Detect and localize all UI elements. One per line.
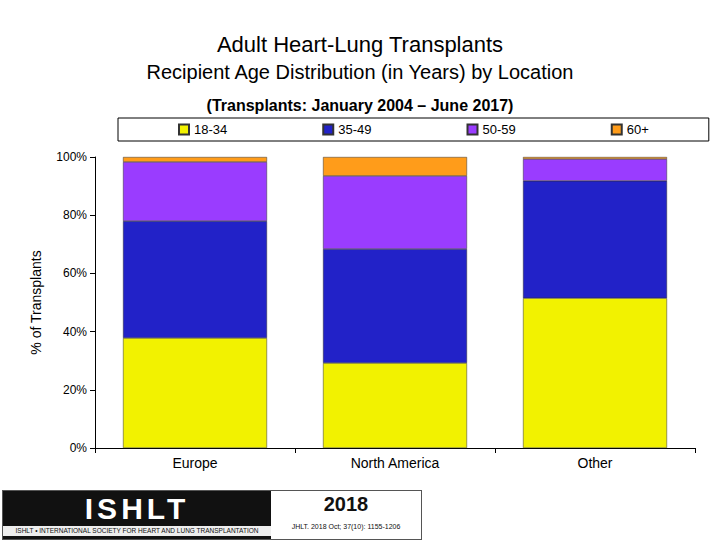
html-text:2018: 2018	[323, 493, 369, 515]
svg-text:50-59: 50-59	[482, 122, 515, 137]
html-text:ISHLT • INTERNATIONAL SOCIETY: ISHLT • INTERNATIONAL SOCIETY FOR HEART …	[15, 527, 259, 534]
svg-text:18-34: 18-34	[194, 122, 227, 137]
svg-text:40%: 40%	[63, 325, 87, 339]
svg-text:60%: 60%	[63, 266, 87, 280]
svg-text:Other: Other	[577, 455, 612, 471]
svg-text:20%: 20%	[63, 383, 87, 397]
svg-text:Recipient Age Distribution (in: Recipient Age Distribution (in Years) by…	[147, 61, 574, 83]
svg-text:100%: 100%	[56, 150, 87, 164]
html-text:JHLT. 2018 Oct; 37(10): 1155-1: JHLT. 2018 Oct; 37(10): 1155-1206	[291, 523, 401, 530]
svg-text:(Transplants: January 2004 – J: (Transplants: January 2004 – June 2017)	[207, 97, 514, 114]
svg-text:60+: 60+	[627, 122, 649, 137]
svg-text:North America: North America	[351, 455, 440, 471]
svg-text:0%: 0%	[70, 441, 88, 455]
svg-text:Adult Heart-Lung Transplants: Adult Heart-Lung Transplants	[217, 32, 503, 57]
svg-text:80%: 80%	[63, 208, 87, 222]
svg-text:35-49: 35-49	[338, 122, 371, 137]
svg-text:Europe: Europe	[172, 455, 217, 471]
svg-text:% of Transplants: % of Transplants	[28, 250, 44, 354]
html-text:ISHLT: ISHLT	[84, 492, 190, 525]
